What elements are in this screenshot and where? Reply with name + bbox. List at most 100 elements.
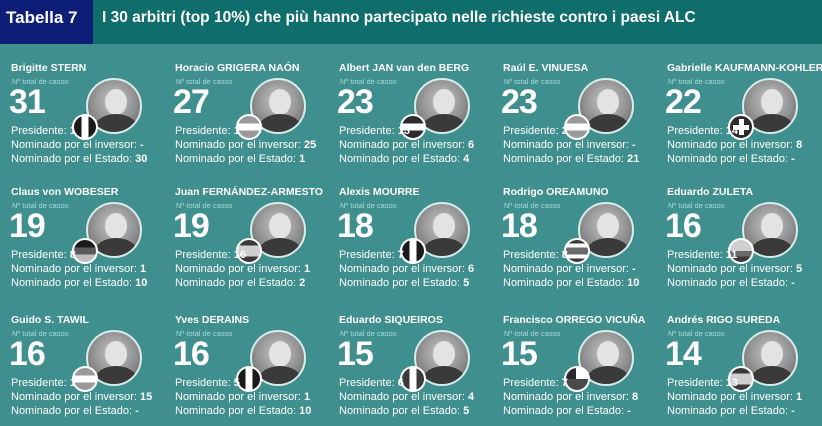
presidente-label: Presidente: bbox=[503, 125, 559, 137]
presidente-value: 5 bbox=[233, 377, 240, 389]
inversor-row: Nominado por el inversor: 8 bbox=[503, 391, 638, 403]
presidente-value: 11 bbox=[725, 249, 738, 261]
estado-value: 30 bbox=[135, 153, 148, 165]
country-flag-icon bbox=[72, 238, 98, 264]
total-cases-label: Nº total de casos bbox=[340, 201, 397, 210]
estado-label: Nominado por el Estado: bbox=[503, 153, 625, 165]
inversor-row: Nominado por el inversor: - bbox=[503, 263, 636, 275]
inversor-value: 6 bbox=[468, 263, 475, 275]
presidente-row: Presidente: 7 bbox=[339, 249, 404, 261]
arbitrator-card: Albert JAN van den BERG Nº total de caso… bbox=[328, 48, 492, 174]
inversor-value: 5 bbox=[796, 263, 803, 275]
inversor-value: 15 bbox=[140, 391, 153, 403]
country-flag-icon bbox=[564, 366, 590, 392]
arbitrator-card: Eduardo ZULETA Nº total de casos 16 Pres… bbox=[656, 172, 820, 298]
arbitrator-name: Andrés RIGO SUREDA bbox=[667, 314, 781, 326]
total-cases-label: Nº total de casos bbox=[340, 329, 397, 338]
presidente-row: Presidente: 2 bbox=[503, 125, 568, 137]
arbitrator-card: Juan FERNÁNDEZ-ARMESTO Nº total de casos… bbox=[164, 172, 328, 298]
presidente-value: 1 bbox=[69, 125, 76, 137]
portrait-photo bbox=[414, 202, 470, 258]
arbitrator-name: Gabrielle KAUFMANN-KOHLER bbox=[667, 62, 822, 74]
estado-value: 5 bbox=[463, 277, 470, 289]
estado-row: Nominado por el Estado: - bbox=[667, 153, 795, 165]
arbitrator-card: Yves DERAINS Nº total de casos 16 Presid… bbox=[164, 300, 328, 426]
arbitrator-card: Guido S. TAWIL Nº total de casos 16 Pres… bbox=[0, 300, 164, 426]
inversor-row: Nominado por el inversor: 6 bbox=[339, 139, 474, 151]
estado-value: - bbox=[791, 277, 795, 289]
country-flag-icon bbox=[564, 114, 590, 140]
estado-row: Nominado por el Estado: 5 bbox=[339, 277, 469, 289]
country-flag-icon bbox=[400, 366, 426, 392]
inversor-row: Nominado por el inversor: 25 bbox=[175, 139, 316, 151]
portrait-photo bbox=[86, 202, 142, 258]
country-flag-icon bbox=[72, 114, 98, 140]
total-cases-label: Nº total de casos bbox=[504, 77, 561, 86]
total-cases-count: 27 bbox=[173, 83, 210, 121]
estado-value: 2 bbox=[299, 277, 306, 289]
estado-row: Nominado por el Estado: - bbox=[667, 405, 795, 417]
estado-value: 5 bbox=[463, 405, 470, 417]
estado-label: Nominado por el Estado: bbox=[503, 277, 625, 289]
estado-label: Nominado por el Estado: bbox=[503, 405, 625, 417]
estado-row: Nominado por el Estado: 2 bbox=[175, 277, 305, 289]
arbitrator-name: Brigitte STERN bbox=[11, 62, 87, 74]
portrait-photo bbox=[578, 330, 634, 386]
inversor-label: Nominado por el inversor: bbox=[503, 139, 629, 151]
presidente-label: Presidente: bbox=[175, 125, 231, 137]
total-cases-count: 18 bbox=[337, 207, 374, 245]
estado-label: Nominado por el Estado: bbox=[11, 153, 133, 165]
estado-label: Nominado por el Estado: bbox=[175, 277, 297, 289]
inversor-row: Nominado por el inversor: 15 bbox=[11, 391, 152, 403]
country-flag-icon bbox=[728, 114, 754, 140]
total-cases-count: 19 bbox=[173, 207, 210, 245]
presidente-row: Presidente: 6 bbox=[339, 377, 404, 389]
estado-row: Nominado por el Estado: - bbox=[667, 277, 795, 289]
portrait-photo bbox=[250, 330, 306, 386]
country-flag-icon bbox=[236, 238, 262, 264]
inversor-label: Nominado por el inversor: bbox=[339, 139, 465, 151]
presidente-label: Presidente: bbox=[11, 125, 67, 137]
total-cases-label: Nº total de casos bbox=[668, 329, 725, 338]
presidente-value: 1 bbox=[69, 377, 76, 389]
estado-value: 21 bbox=[627, 153, 640, 165]
estado-label: Nominado por el Estado: bbox=[11, 405, 133, 417]
header-bar: Tabella 7 I 30 arbitri (top 10%) che più… bbox=[0, 0, 822, 44]
inversor-value: 1 bbox=[304, 391, 311, 403]
presidente-label: Presidente: bbox=[503, 377, 559, 389]
presidente-label: Presidente: bbox=[667, 125, 723, 137]
inversor-label: Nominado por el inversor: bbox=[11, 391, 137, 403]
estado-row: Nominado por el Estado: 21 bbox=[503, 153, 639, 165]
inversor-value: - bbox=[632, 139, 636, 151]
total-cases-label: Nº total de casos bbox=[340, 77, 397, 86]
estado-label: Nominado por el Estado: bbox=[339, 153, 461, 165]
total-cases-count: 22 bbox=[665, 83, 702, 121]
inversor-label: Nominado por el inversor: bbox=[503, 391, 629, 403]
inversor-row: Nominado por el inversor: 8 bbox=[667, 139, 802, 151]
estado-row: Nominado por el Estado: 10 bbox=[503, 277, 639, 289]
total-cases-label: Nº total de casos bbox=[504, 201, 561, 210]
table-number-label: Tabella 7 bbox=[0, 0, 93, 44]
total-cases-count: 23 bbox=[337, 83, 374, 121]
portrait-photo bbox=[414, 78, 470, 134]
presidente-value: 14 bbox=[725, 125, 738, 137]
inversor-label: Nominado por el inversor: bbox=[11, 263, 137, 275]
inversor-row: Nominado por el inversor: 1 bbox=[175, 391, 310, 403]
arbitrator-card: Brigitte STERN Nº total de casos 31 Pres… bbox=[0, 48, 164, 174]
total-cases-label: Nº total de casos bbox=[176, 329, 233, 338]
estado-row: Nominado por el Estado: 10 bbox=[175, 405, 311, 417]
inversor-label: Nominado por el inversor: bbox=[667, 263, 793, 275]
inversor-value: 1 bbox=[140, 263, 147, 275]
total-cases-count: 14 bbox=[665, 335, 702, 373]
arbitrator-name: Albert JAN van den BERG bbox=[339, 62, 470, 74]
inversor-label: Nominado por el inversor: bbox=[339, 263, 465, 275]
inversor-label: Nominado por el inversor: bbox=[11, 139, 137, 151]
presidente-row: Presidente: 11 bbox=[667, 249, 737, 261]
total-cases-label: Nº total de casos bbox=[12, 77, 69, 86]
presidente-value: 8 bbox=[561, 249, 568, 261]
presidente-label: Presidente: bbox=[339, 249, 395, 261]
estado-value: 10 bbox=[135, 277, 148, 289]
inversor-value: 25 bbox=[304, 139, 317, 151]
inversor-row: Nominado por el inversor: - bbox=[503, 139, 636, 151]
presidente-value: 8 bbox=[69, 249, 76, 261]
